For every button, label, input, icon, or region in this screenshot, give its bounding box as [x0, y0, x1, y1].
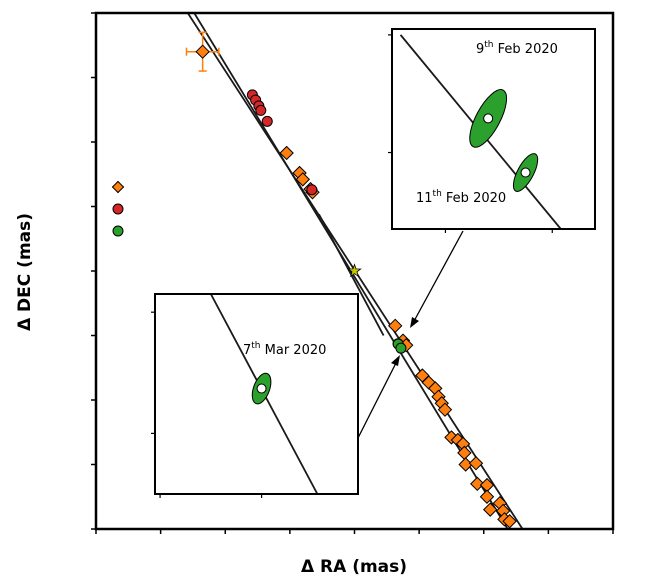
date-day: 9 [476, 42, 484, 57]
legend [111, 180, 125, 237]
date-day: 7 [243, 343, 251, 358]
arrow-inset-1-shaft [412, 230, 464, 324]
date-month-year: Mar 2020 [261, 343, 327, 358]
legend-2-marker [112, 225, 124, 237]
imaging-point [483, 502, 498, 517]
imaging-point [457, 445, 472, 461]
x-axis-label: Δ RA (mas) [301, 557, 407, 577]
gravity-b-point [306, 184, 318, 196]
star-marker [347, 263, 362, 278]
inset-epoch-point [256, 383, 267, 394]
gravity-b-point [255, 104, 267, 116]
inset-frame [154, 293, 359, 495]
gravity-b-point [261, 115, 273, 127]
date-ordinal-suffix: th [433, 189, 442, 199]
inset-epoch-point [483, 113, 494, 124]
imaging-point [279, 145, 294, 161]
date-month-year: Feb 2020 [494, 42, 558, 57]
imaging-point [195, 44, 210, 59]
date-ordinal-suffix: th [484, 40, 493, 50]
date-month-year: Feb 2020 [442, 191, 506, 206]
imaging-point [295, 172, 311, 187]
imaging-point [437, 402, 453, 417]
inset-date-annotation: 7th Mar 2020 [243, 341, 326, 358]
y-axis-label: Δ DEC (mas) [15, 213, 35, 331]
legend-imaging-marker [111, 180, 125, 194]
imaging-point [470, 476, 485, 492]
inset-date-annotation: 9th Feb 2020 [476, 40, 558, 57]
date-ordinal-suffix: th [251, 341, 260, 351]
data-markers [185, 31, 517, 529]
arrow-inset-2-shaft [357, 360, 398, 439]
date-day: 11 [416, 191, 433, 206]
imaging-point [388, 318, 403, 334]
inset-date-annotation: 11th Feb 2020 [416, 189, 506, 206]
gravity-c-point [395, 342, 407, 354]
main-axes [91, 11, 615, 534]
inset-mar-2020: 7th Mar 2020 [151, 293, 359, 498]
legend-1-marker [112, 203, 124, 215]
arrow-inset-2-head [391, 355, 400, 366]
imaging-point [468, 456, 484, 471]
inset-frame [391, 28, 596, 230]
inset-content [210, 294, 319, 494]
arrow-inset-1-head [410, 317, 419, 328]
inset-content [399, 34, 562, 229]
inset-arrows [357, 230, 464, 439]
inset-epoch-point [520, 167, 531, 178]
imaging-point [479, 489, 495, 504]
